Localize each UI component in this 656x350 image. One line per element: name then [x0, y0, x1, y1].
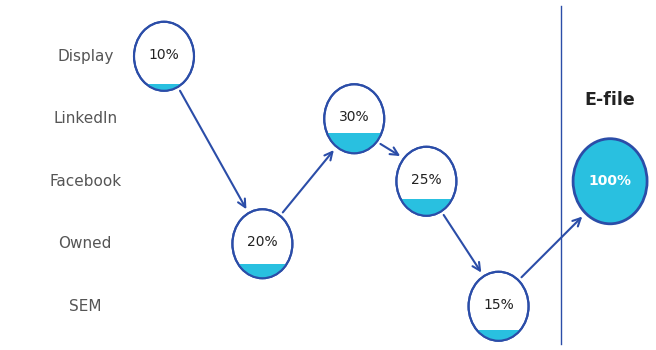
Bar	[468, 330, 529, 341]
Ellipse shape	[324, 84, 384, 153]
Text: 100%: 100%	[588, 174, 632, 188]
Bar	[232, 265, 293, 278]
Text: LinkedIn: LinkedIn	[53, 111, 117, 126]
Ellipse shape	[232, 209, 293, 278]
Text: E-file: E-file	[584, 91, 636, 109]
Ellipse shape	[134, 22, 194, 91]
Ellipse shape	[324, 84, 384, 153]
Ellipse shape	[573, 139, 647, 224]
Text: 10%: 10%	[149, 48, 179, 62]
Bar	[324, 133, 384, 153]
Ellipse shape	[396, 147, 457, 216]
Bar	[134, 84, 194, 91]
Ellipse shape	[396, 147, 457, 216]
Text: Display: Display	[57, 49, 113, 64]
Ellipse shape	[232, 209, 293, 278]
Bar	[396, 198, 457, 216]
Text: Owned: Owned	[58, 236, 112, 251]
Text: 15%: 15%	[483, 298, 514, 312]
Text: 20%: 20%	[247, 235, 277, 249]
Text: 30%: 30%	[339, 110, 369, 124]
Text: 25%: 25%	[411, 173, 441, 187]
Ellipse shape	[134, 22, 194, 91]
Ellipse shape	[468, 272, 529, 341]
Text: Facebook: Facebook	[49, 174, 121, 189]
Ellipse shape	[468, 272, 529, 341]
Text: SEM: SEM	[69, 299, 102, 314]
